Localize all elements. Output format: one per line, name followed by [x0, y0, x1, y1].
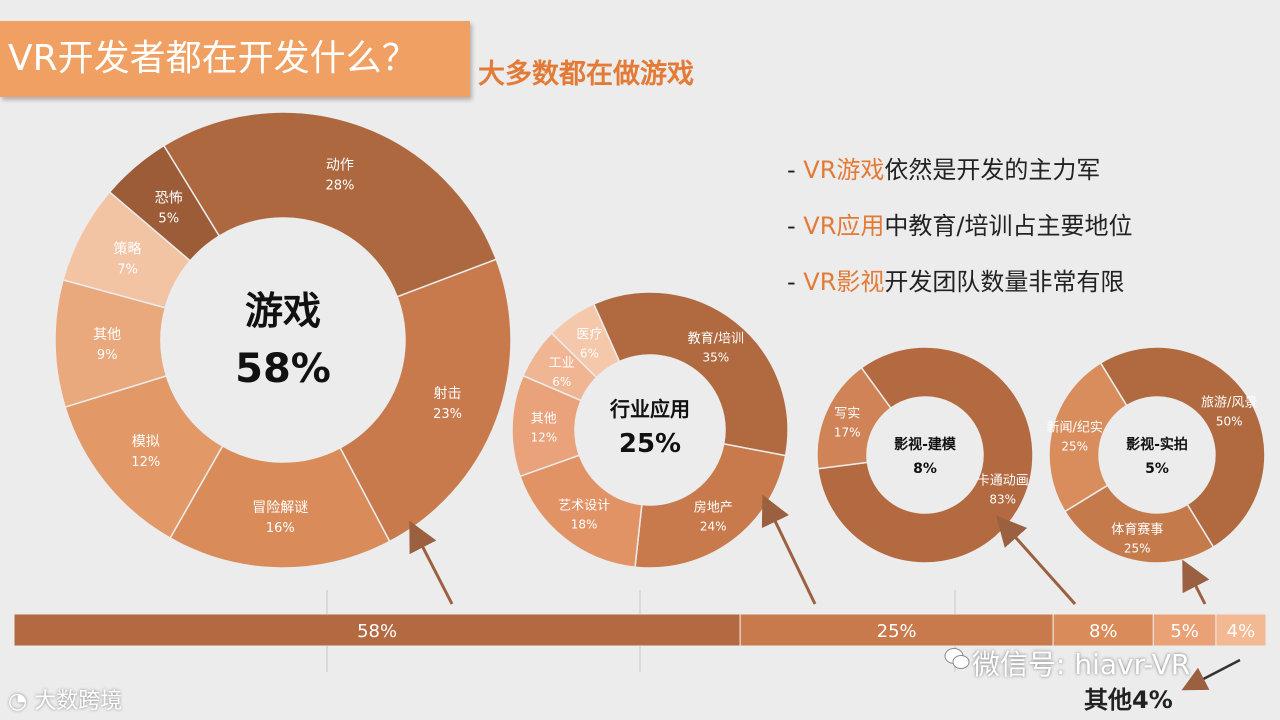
bullet-item: - VR游戏依然是开发的主力军	[787, 156, 1101, 184]
other-arrow	[1181, 658, 1241, 691]
slice-value: 6%	[552, 375, 571, 389]
pie-slice	[1048, 361, 1128, 513]
pie-slice	[108, 144, 221, 262]
slice-value: 5%	[158, 211, 179, 226]
slice-label: 卡通动画	[977, 473, 1029, 488]
donut-hole	[163, 220, 403, 460]
donut-chart: 旅游/风景 50% 体育赛事 25% 新闻/纪实 25% 影视-实拍 5%	[1046, 346, 1266, 564]
donut-center-label: 行业应用	[609, 397, 690, 421]
slice-value: 50%	[1216, 415, 1243, 429]
donut-center-label: 影视-建模	[894, 436, 957, 453]
donut-center-label: 影视-实拍	[1126, 436, 1188, 453]
slice-label: 体育赛事	[1111, 521, 1163, 537]
slice-label: 策略	[114, 241, 142, 258]
slice-value: 12%	[530, 431, 557, 445]
slice-value: 24%	[700, 519, 727, 533]
bullet-item: - VR应用中教育/培训占主要地位	[787, 212, 1133, 240]
slice-value: 7%	[117, 263, 138, 278]
connector-arrow	[761, 494, 817, 605]
bullet-highlight: VR应用	[803, 212, 885, 240]
connector-arrow	[996, 515, 1077, 605]
pie-slice	[817, 346, 1034, 564]
slice-label: 房地产	[694, 499, 733, 515]
slice-label: 写实	[834, 407, 860, 422]
other-label: 其他4%	[1084, 686, 1173, 714]
donut-center-value: 5%	[1145, 461, 1169, 477]
donut-chart: 教育/培训 35% 房地产 24% 艺术设计 18% 其他 12% 工业 6% 医疗 6% 行业应用 25…	[511, 291, 789, 569]
bar-value-label: 58%	[357, 621, 397, 642]
stacked-bar: 58% 25% 8% 5% 4%	[13, 613, 1267, 647]
bar-segment	[1052, 613, 1154, 647]
bar-value-label: 8%	[1089, 621, 1118, 642]
slice-value: 25%	[1061, 439, 1088, 453]
slice-label: 工业	[549, 356, 575, 371]
slice-label: 冒险解谜	[252, 500, 308, 516]
watermark-text: 微信号: hiavr-VR	[972, 648, 1191, 681]
page-subtitle: 大多数都在做游戏	[478, 59, 694, 90]
pie-slice	[1099, 346, 1266, 549]
page-title: VR开发者都在开发什么？	[8, 38, 418, 79]
slice-value: 16%	[266, 521, 295, 536]
slice-value: 28%	[325, 179, 354, 194]
pie-slice	[162, 111, 498, 298]
slice-value: 35%	[703, 351, 730, 365]
donut-center-value: 58%	[235, 346, 331, 392]
slice-value: 17%	[834, 426, 861, 440]
donut-chart: 动作 28% 射击 23% 冒险解谜 16% 模拟 12% 其他 9% 策略 7% 恐怖 5% 游戏 58%	[54, 111, 512, 569]
pie-slice	[339, 258, 512, 543]
title-banner: VR开发者都在开发什么？	[0, 21, 470, 97]
slice-label: 教育/培训	[688, 331, 744, 347]
slice-label: 新闻/纪实	[1046, 419, 1102, 435]
slice-value: 25%	[1124, 541, 1151, 555]
bar-segment	[1215, 613, 1267, 647]
bullet-list: - VR游戏依然是开发的主力军 - VR应用中教育/培训占主要地位 - VR影视…	[787, 150, 1132, 318]
donut-hole	[577, 357, 723, 503]
bullet-item: - VR影视开发团队数量非常有限	[787, 268, 1125, 296]
donut-hole	[869, 399, 981, 511]
brand-logo: ◔ 大数跨境	[8, 689, 123, 714]
slice-label: 其他	[93, 327, 121, 343]
bar-segment	[1152, 613, 1217, 647]
donut-center-value: 25%	[619, 429, 681, 459]
donut-center-value: 8%	[913, 461, 937, 477]
slice-value: 12%	[131, 455, 160, 470]
bar-value-label: 4%	[1227, 621, 1256, 642]
slice-value: 23%	[433, 407, 462, 422]
slice-label: 艺术设计	[558, 498, 610, 513]
pie-slice	[169, 444, 391, 569]
slice-label: 其他	[531, 412, 557, 427]
pie-slice	[816, 366, 892, 470]
connector-arrow	[409, 520, 454, 605]
slice-label: 模拟	[132, 434, 160, 450]
slice-value: 83%	[989, 492, 1016, 506]
bar-value-label: 5%	[1170, 621, 1199, 642]
pie-slice	[550, 303, 621, 379]
pie-slice	[592, 291, 789, 457]
bullet-highlight: VR游戏	[803, 156, 885, 184]
wechat-icon	[944, 646, 970, 672]
bar-value-label: 25%	[877, 621, 917, 642]
slice-value: 18%	[571, 517, 598, 531]
dashu-logo-icon: ◔	[8, 689, 35, 714]
bullet-highlight: VR影视	[803, 268, 885, 296]
slice-label: 旅游/风景	[1201, 396, 1257, 411]
donut-center-label: 游戏	[245, 289, 321, 333]
bar-segment	[739, 613, 1054, 647]
slice-value: 9%	[97, 348, 118, 363]
slice-label: 恐怖	[155, 189, 183, 206]
donut-hole	[1101, 399, 1213, 511]
slice-label: 射击	[434, 386, 462, 402]
slice-label: 医疗	[576, 328, 602, 343]
slice-label: 动作	[326, 158, 354, 174]
donut-chart: 卡通动画 83% 写实 17% 影视-建模 8%	[816, 346, 1034, 564]
connector-arrow	[1182, 559, 1210, 605]
bar-segment	[13, 613, 741, 647]
pie-slice	[1063, 484, 1215, 564]
slice-value: 6%	[580, 347, 599, 361]
